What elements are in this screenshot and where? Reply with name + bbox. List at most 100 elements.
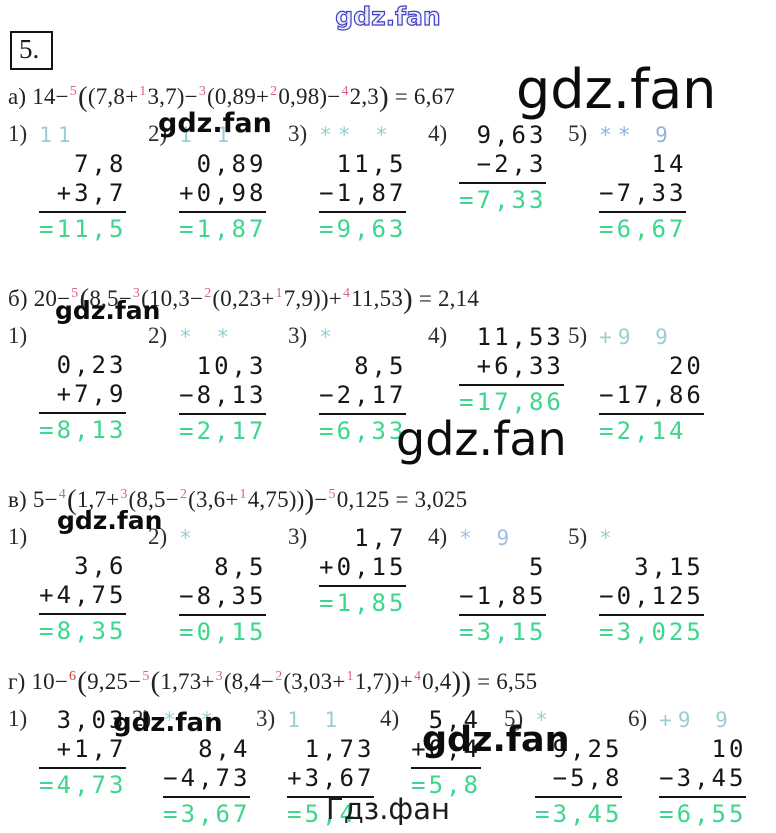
operand: +3,7: [56, 179, 127, 207]
operand: 9,25: [552, 735, 623, 763]
answer-value: =4,73: [39, 767, 127, 800]
operand: −1,85: [459, 582, 547, 610]
column-work: * 8,5 −8,35 =0,15: [179, 524, 267, 647]
answer-value: =6,55: [659, 796, 747, 829]
column-work: ** 9 14 −7,33 =6,67: [599, 121, 687, 244]
carry-hint: 1 1: [179, 123, 236, 147]
operand: +6,33: [476, 352, 564, 380]
operand: −1,87: [319, 179, 407, 207]
carry-hint: *: [535, 708, 554, 732]
big-paren: (: [66, 484, 77, 516]
carry-hint: *: [179, 526, 198, 550]
answer-value: =8,35: [39, 613, 127, 646]
column-work: * 9,25 −5,8 =3,45: [535, 706, 623, 829]
expression-text: б) 20−: [8, 286, 71, 311]
operand: −2,17: [319, 381, 407, 409]
column-work: 3,03 +1,7 =4,73: [39, 706, 127, 800]
column-label: 4): [380, 706, 400, 731]
expression-text: 3,7)−: [147, 84, 198, 109]
column-work: 1 1 1,73 +3,67 =5,4: [287, 706, 375, 829]
step-superscript: 2: [275, 669, 283, 684]
expression-text: (7,8+: [87, 84, 139, 109]
column-work: ** * 11,5 −1,87 =9,63: [319, 121, 407, 244]
operand: +0,4: [411, 735, 481, 763]
calc-a-2: 2) 1 1 0,89 +0,98 =1,87: [148, 121, 288, 244]
expression-text: 7,9))+: [283, 286, 342, 311]
column-label: 5): [568, 323, 588, 348]
answer-value: =3,67: [163, 796, 251, 829]
column-label: 3): [288, 121, 308, 146]
section-b: б) 20−5(8,5−3(10,3−2(0,23+17,9))+411,53)…: [8, 278, 776, 446]
section-v: в) 5−4(1,7+3(8,5−2(3,6+14,75)))−50,125 =…: [8, 479, 776, 647]
calc-b-3: 3) * 8,5 −2,17 =6,33: [288, 323, 428, 446]
watermark-gdz-row-a: gdz.fan: [158, 108, 272, 139]
big-paren: ): [461, 666, 472, 698]
expression-text: 4,75)): [247, 487, 305, 512]
column-work: * 9 5 −1,85 =3,15: [459, 524, 547, 647]
operand: +4,75: [39, 581, 127, 609]
calc-v-2: 2) * 8,5 −8,35 =0,15: [148, 524, 288, 647]
column-work: 0,23 +7,9 =8,13: [39, 323, 127, 445]
column-label: 4): [428, 323, 448, 348]
calc-g-4: 4) 5,4 +0,4 =5,8: [380, 706, 504, 800]
step-superscript: 5: [328, 487, 336, 502]
operand: +1,7: [56, 735, 127, 763]
big-paren: ): [379, 81, 389, 113]
carry-hint: 1 1: [287, 708, 344, 732]
expression-text: 2,3: [349, 84, 379, 109]
operand: −2,3: [476, 150, 547, 178]
column-work: * 8,5 −2,17 =6,33: [319, 323, 407, 446]
operand: 5,4: [428, 706, 481, 734]
calc-b-1: 1) 0,23 +7,9 =8,13: [8, 323, 148, 445]
operand: +3,67: [287, 764, 375, 792]
expression-a: а) 14−5((7,8+13,7)−3(0,89+20,98)−42,3) =…: [8, 76, 776, 113]
column-work: 5,4 +0,4 =5,8: [411, 706, 481, 800]
calc-row-a: 1) 11 7,8 +3,7 =11,5 2) 1 1 0,89 +0,98 =1,87 3) ** …: [8, 121, 776, 244]
step-superscript: 1: [346, 669, 354, 684]
carry-hint: [39, 323, 126, 351]
step-superscript: 4: [341, 84, 349, 99]
carry-hint: ** *: [319, 123, 394, 147]
step-superscript: 4: [342, 286, 351, 301]
expression-g: г) 10−6(9,25−5(1,73+3(8,4−2(3,03+11,7))+…: [8, 661, 776, 698]
expression-text: 1,73+: [160, 669, 215, 694]
step-superscript: 1: [239, 487, 247, 502]
section-a: а) 14−5((7,8+13,7)−3(0,89+20,98)−42,3) =…: [8, 76, 776, 244]
expression-text: (8,5−: [128, 487, 179, 512]
column-work: +9 9 20 −17,86 =2,14: [599, 323, 704, 446]
sections-container: а) 14−5((7,8+13,7)−3(0,89+20,98)−42,3) =…: [8, 76, 776, 829]
expression-text: (3,6+: [188, 487, 239, 512]
calc-row-b: 1) 0,23 +7,9 =8,13 2) * * 10,3 −8,13 =2,17 3) * 8,5…: [8, 323, 776, 446]
answer-value: =11,5: [39, 211, 127, 244]
expression-text: (3,03+: [283, 669, 346, 694]
step-superscript: 1: [275, 286, 283, 301]
expression-text: 8,5−: [89, 286, 132, 311]
column-label: 3): [288, 524, 308, 549]
expression-text: 11,53: [351, 286, 404, 311]
expression-text: (0,89+: [207, 84, 270, 109]
carry-hint: +9 9: [659, 708, 734, 732]
calc-a-1: 1) 11 7,8 +3,7 =11,5: [8, 121, 148, 244]
column-label: 6): [628, 706, 648, 731]
watermark-gdz-row-v: gdz.fan: [57, 506, 163, 535]
step-superscript: 4: [413, 669, 422, 684]
watermark-gdz-top: gdz.fan: [335, 1, 442, 31]
column-label: 5): [568, 524, 588, 549]
answer-value: =1,85: [319, 585, 407, 618]
answer-value: =5,8: [411, 767, 481, 800]
column-label: 1): [8, 524, 28, 549]
column-work: +9 9 10 −3,45 =6,55: [659, 706, 747, 829]
column-label: 2): [148, 121, 168, 146]
carry-hint: 11: [39, 123, 77, 147]
answer-value: =3,45: [535, 796, 623, 829]
answer-value: =17,86: [459, 384, 564, 417]
column-work: 1,7 +0,15 =1,85: [319, 524, 407, 618]
column-label: 1): [8, 121, 28, 146]
answer-value: =3,025: [599, 614, 704, 647]
operand: 10: [711, 735, 747, 763]
expression-text: г) 10−: [8, 669, 69, 694]
operand: −8,13: [179, 381, 267, 409]
column-work: * * 8,4 −4,73 =3,67: [163, 706, 251, 829]
calc-b-4: 4) 11,53 +6,33 =17,86: [428, 323, 568, 417]
